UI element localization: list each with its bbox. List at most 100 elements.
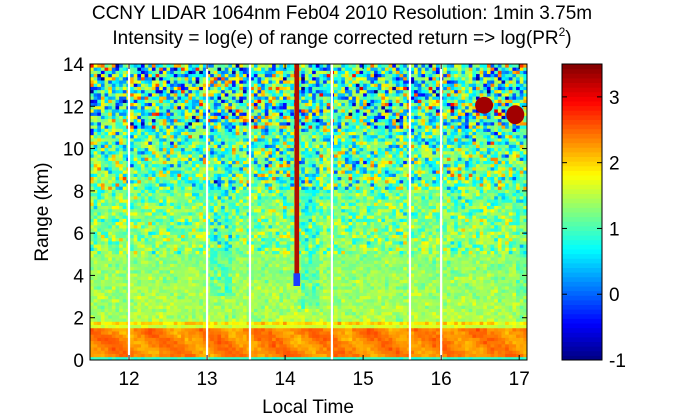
heatmap-cell bbox=[162, 327, 167, 332]
heatmap-cell bbox=[170, 105, 175, 110]
heatmap-cell bbox=[108, 347, 113, 351]
heatmap-cell bbox=[162, 96, 167, 100]
heatmap-cell bbox=[199, 302, 204, 306]
heatmap-cell bbox=[279, 189, 284, 194]
heatmap-cell bbox=[151, 112, 156, 116]
heatmap-cell bbox=[166, 347, 171, 351]
heatmap-cell bbox=[257, 353, 262, 358]
heatmap-cell bbox=[235, 170, 240, 174]
heatmap-cell bbox=[122, 311, 127, 316]
heatmap-cell bbox=[199, 70, 204, 75]
heatmap-cell bbox=[184, 273, 189, 277]
heatmap-cell bbox=[173, 327, 178, 332]
heatmap-cell bbox=[250, 208, 255, 213]
heatmap-cell bbox=[148, 279, 153, 284]
heatmap-cell bbox=[104, 176, 109, 181]
heatmap-cell bbox=[228, 92, 233, 97]
heatmap-cell bbox=[257, 99, 262, 104]
heatmap-cell bbox=[286, 350, 291, 354]
heatmap-cell bbox=[253, 269, 258, 274]
heatmap-cell bbox=[100, 128, 105, 132]
heatmap-cell bbox=[151, 289, 156, 293]
heatmap-cell bbox=[159, 64, 164, 68]
heatmap-cell bbox=[210, 189, 215, 194]
heatmap-cell bbox=[235, 173, 240, 178]
heatmap-cell bbox=[253, 244, 258, 248]
heatmap-cell bbox=[202, 215, 207, 219]
heatmap-cell bbox=[210, 109, 215, 113]
heatmap-cell bbox=[191, 218, 197, 223]
heatmap-cell bbox=[151, 86, 156, 91]
heatmap-cell bbox=[232, 70, 237, 75]
heatmap-cell bbox=[144, 157, 149, 161]
heatmap-cell bbox=[275, 350, 280, 354]
heatmap-cell bbox=[264, 115, 269, 120]
heatmap-cell bbox=[144, 343, 149, 348]
heatmap-cell bbox=[108, 115, 113, 120]
heatmap-cell bbox=[272, 109, 277, 113]
heatmap-cell bbox=[97, 208, 102, 213]
heatmap-cell bbox=[115, 279, 120, 284]
heatmap-cell bbox=[97, 228, 102, 232]
heatmap-cell bbox=[232, 212, 237, 216]
heatmap-cell bbox=[151, 199, 156, 203]
heatmap-cell bbox=[253, 234, 258, 239]
heatmap-cell bbox=[115, 353, 120, 358]
heatmap-cell bbox=[181, 83, 186, 87]
heatmap-cell bbox=[264, 150, 269, 155]
heatmap-cell bbox=[184, 138, 189, 142]
heatmap-cell bbox=[166, 231, 171, 235]
heatmap-cell bbox=[253, 327, 258, 332]
heatmap-cell bbox=[188, 250, 193, 255]
heatmap-cell bbox=[264, 67, 269, 71]
heatmap-cell bbox=[188, 96, 193, 100]
heatmap-cell bbox=[246, 237, 251, 242]
heatmap-cell bbox=[137, 314, 142, 319]
heatmap-cell bbox=[137, 105, 142, 110]
heatmap-cell bbox=[246, 150, 251, 155]
heatmap-cell bbox=[272, 314, 277, 319]
heatmap-cell bbox=[235, 179, 240, 184]
heatmap-cell bbox=[100, 305, 105, 309]
heatmap-cell bbox=[170, 76, 175, 81]
heatmap-cell bbox=[206, 144, 211, 149]
heatmap-cell bbox=[239, 183, 244, 187]
heatmap-cell bbox=[246, 240, 251, 245]
heatmap-cell bbox=[184, 218, 189, 223]
heatmap-cell bbox=[210, 212, 215, 216]
heatmap-cell bbox=[224, 282, 229, 287]
heatmap-cell bbox=[250, 318, 255, 322]
heatmap-cell bbox=[221, 240, 226, 245]
heatmap-cell bbox=[239, 89, 244, 94]
heatmap-cell bbox=[202, 64, 207, 68]
heatmap-cell bbox=[221, 128, 226, 132]
heatmap-cell bbox=[97, 80, 102, 84]
heatmap-cell bbox=[170, 170, 175, 174]
heatmap-cell bbox=[181, 131, 186, 136]
heatmap-cell bbox=[239, 125, 244, 129]
heatmap-cell bbox=[232, 86, 237, 91]
heatmap-cell bbox=[122, 253, 127, 258]
heatmap-cell bbox=[148, 337, 153, 342]
heatmap-cell bbox=[210, 340, 215, 345]
heatmap-cell bbox=[232, 269, 237, 274]
heatmap-cell bbox=[195, 99, 200, 104]
heatmap-cell bbox=[191, 154, 197, 158]
heatmap-cell bbox=[133, 138, 138, 142]
heatmap-cell bbox=[162, 128, 167, 132]
heatmap-cell bbox=[115, 92, 120, 97]
heatmap-cell bbox=[213, 141, 218, 145]
heatmap-cell bbox=[115, 141, 120, 145]
heatmap-cell bbox=[111, 311, 116, 316]
heatmap-cell bbox=[191, 247, 197, 252]
heatmap-cell bbox=[122, 131, 127, 136]
heatmap-cell bbox=[137, 231, 142, 235]
heatmap-cell bbox=[232, 179, 237, 184]
heatmap-cell bbox=[239, 263, 244, 268]
heatmap-cell bbox=[199, 205, 204, 210]
heatmap-cell bbox=[250, 89, 255, 94]
heatmap-cell bbox=[264, 118, 269, 123]
heatmap-cell bbox=[162, 205, 167, 210]
heatmap-cell bbox=[93, 141, 98, 145]
heatmap-cell bbox=[130, 218, 135, 223]
